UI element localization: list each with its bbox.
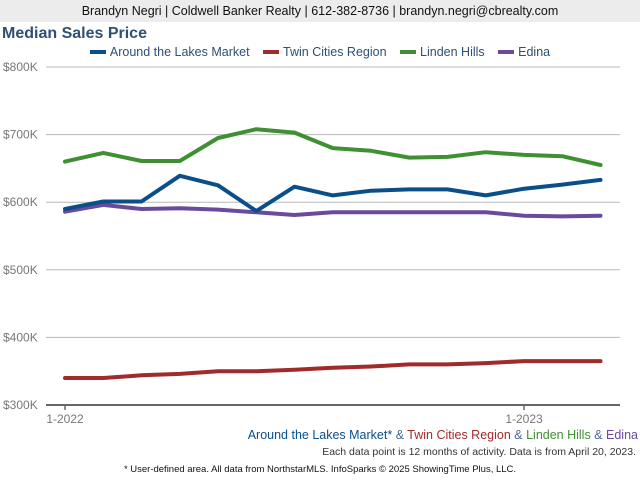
legend-label: Linden Hills [420,45,485,59]
agent-contact-banner: Brandyn Negri | Coldwell Banker Realty |… [0,0,640,22]
chart-legend: Around the Lakes Market Twin Cities Regi… [0,45,640,59]
line-chart: $300K$400K$500K$600K$700K$800K 1-2022 1-2… [3,60,620,425]
legend-swatch [89,49,106,54]
legend-swatch [263,49,280,54]
y-tick-label: $800K [3,60,38,74]
series-line-linden-hills [63,127,603,167]
y-tick-label: $600K [3,195,38,209]
series-line-edina [63,202,603,219]
y-tick-label: $500K [3,263,38,277]
y-axis-ticks: $300K $400K $500K $600K $700K $800K [3,60,38,412]
caption-edina: Edina [606,428,638,442]
legend-swatch [400,49,417,54]
legend-swatch [498,49,515,54]
caption-separator: & [590,428,607,442]
legend-label: Around the Lakes Market [109,45,250,59]
legend-label: Edina [518,45,551,59]
x-axis: 1-2022 1-2023 [46,404,620,425]
series-lines [63,127,603,380]
agent-contact-text: Brandyn Negri | Coldwell Banker Realty |… [81,4,559,18]
chart-title: Median Sales Price [2,25,147,42]
legend-item-linden-hills[interactable]: Linden Hills [400,45,485,59]
caption-separator: & [510,428,527,442]
caption-linden-hills: Linden Hills [526,428,591,442]
x-tick-label: 1-2022 [46,412,84,425]
footer-disclaimer: * User-defined area. All data from North… [123,464,517,475]
legend-label: Twin Cities Region [283,45,387,59]
y-tick-label: $300K [3,398,38,412]
legend-item-around-the-lakes[interactable]: Around the Lakes Market [89,45,250,59]
caption-twin-cities: Twin Cities Region [407,428,511,442]
y-tick-label: $400K [3,330,38,344]
x-tick-label: 1-2023 [505,412,543,425]
caption-separator: & [392,428,408,442]
series-line-around-the-lakes-market [63,173,603,213]
y-tick-label: $700K [3,128,38,142]
series-caption: Around the Lakes Market* & Twin Cities R… [248,428,638,442]
legend-item-twin-cities[interactable]: Twin Cities Region [263,45,387,59]
caption-around-the-lakes: Around the Lakes Market* [247,428,393,442]
series-line-twin-cities-region [63,359,603,380]
legend-item-edina[interactable]: Edina [498,45,550,59]
data-note: Each data point is 12 months of activity… [322,446,636,458]
